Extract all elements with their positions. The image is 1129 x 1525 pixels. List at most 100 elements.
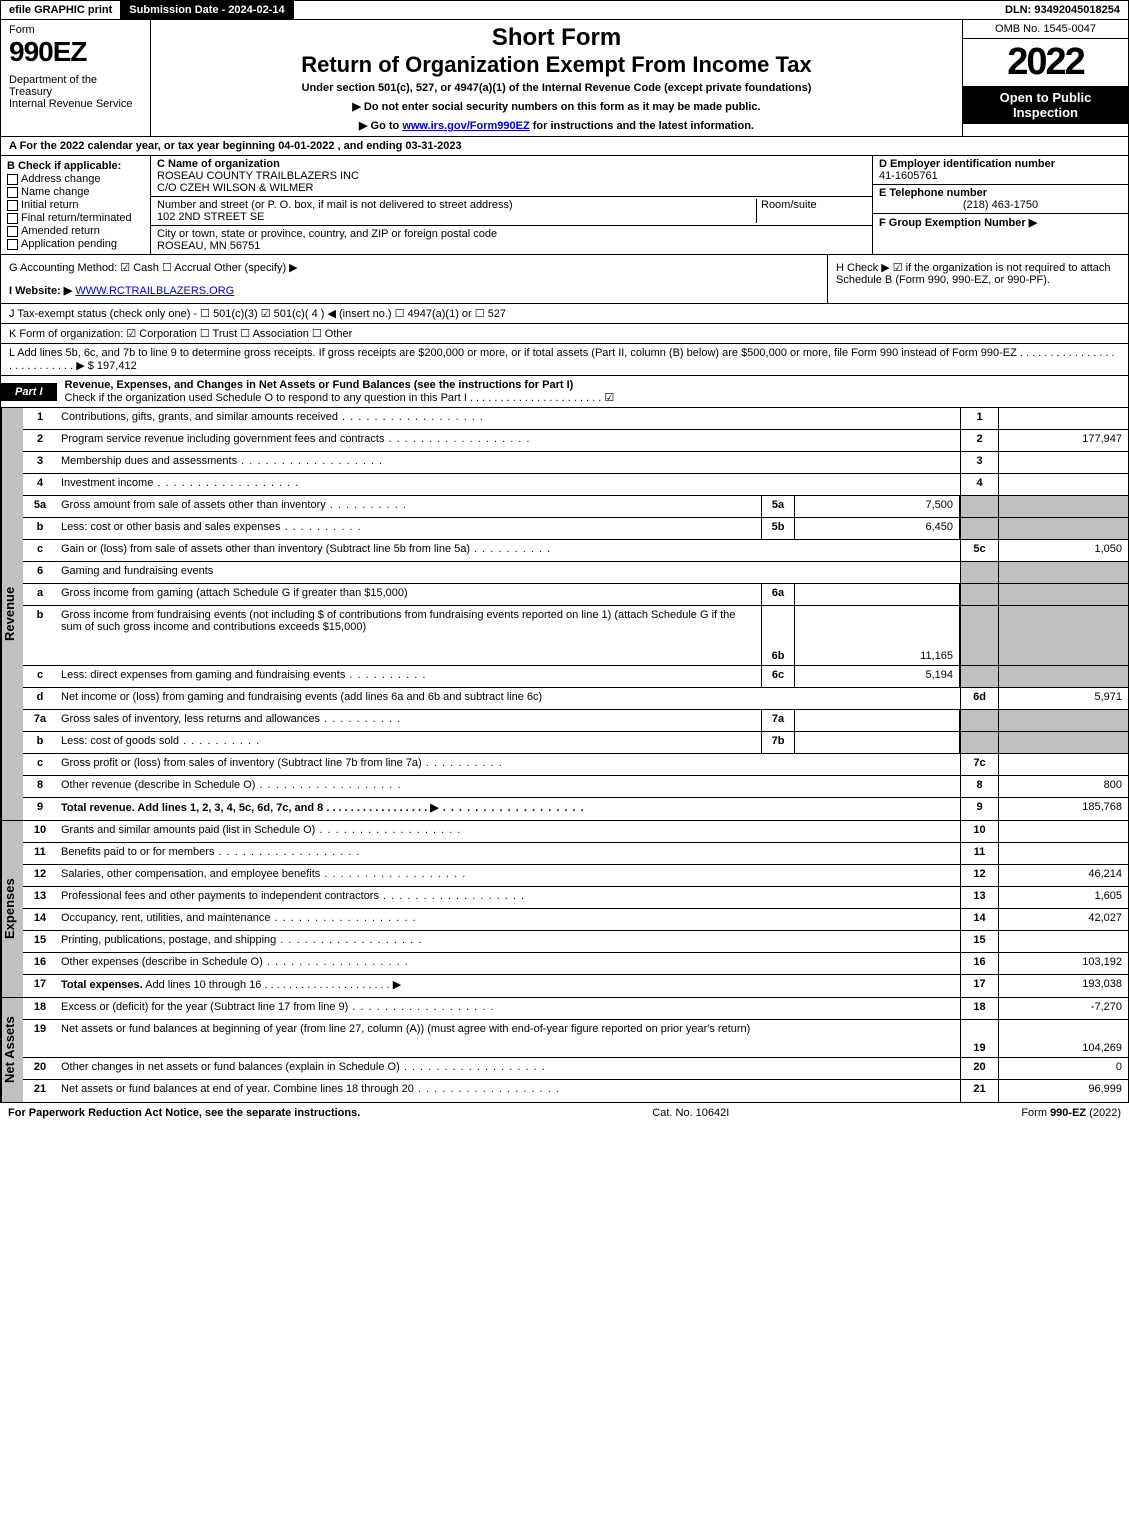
street-label: Number and street (or P. O. box, if mail… — [157, 199, 513, 211]
cb-name-change[interactable]: Name change — [7, 186, 144, 198]
line-3: 3 Membership dues and assessments 3 — [23, 452, 1128, 474]
title-main: Return of Organization Exempt From Incom… — [159, 52, 954, 78]
part1-header: Part I Revenue, Expenses, and Changes in… — [0, 376, 1129, 408]
cb-final-return[interactable]: Final return/terminated — [7, 212, 144, 224]
part1-title: Revenue, Expenses, and Changes in Net As… — [57, 376, 1128, 407]
line-h: H Check ▶ ☑ if the organization is not r… — [828, 255, 1128, 303]
line-4: 4 Investment income 4 — [23, 474, 1128, 496]
org-careof: C/O CZEH WILSON & WILMER — [157, 182, 866, 194]
line-6c: c Less: direct expenses from gaming and … — [23, 666, 1128, 688]
ein-row: D Employer identification number 41-1605… — [873, 156, 1128, 185]
revenue-side-label: Revenue — [1, 408, 23, 820]
top-bar: efile GRAPHIC print Submission Date - 20… — [0, 0, 1129, 20]
line-7c: c Gross profit or (loss) from sales of i… — [23, 754, 1128, 776]
line-j: J Tax-exempt status (check only one) - ☐… — [0, 304, 1129, 324]
open-public: Open to Public Inspection — [963, 86, 1128, 124]
line-i: I Website: ▶ WWW.RCTRAILBLAZERS.ORG — [9, 284, 819, 297]
cb-initial-return[interactable]: Initial return — [7, 199, 144, 211]
submission-date: Submission Date - 2024-02-14 — [121, 1, 293, 19]
section-c: C Name of organization ROSEAU COUNTY TRA… — [151, 156, 873, 254]
line-5a: 5a Gross amount from sale of assets othe… — [23, 496, 1128, 518]
cb-address-change[interactable]: Address change — [7, 173, 144, 185]
cb-amended-return[interactable]: Amended return — [7, 225, 144, 237]
line-6d: d Net income or (loss) from gaming and f… — [23, 688, 1128, 710]
line-13: 13 Professional fees and other payments … — [23, 887, 1128, 909]
netassets-table: Net Assets 18 Excess or (deficit) for th… — [0, 998, 1129, 1103]
line-19: 19 Net assets or fund balances at beginn… — [23, 1020, 1128, 1058]
footer-left: For Paperwork Reduction Act Notice, see … — [8, 1107, 360, 1119]
room-suite-label: Room/suite — [756, 199, 866, 223]
line-7b: b Less: cost of goods sold 7b — [23, 732, 1128, 754]
street-row: Number and street (or P. O. box, if mail… — [151, 197, 872, 226]
line-5b: b Less: cost or other basis and sales ex… — [23, 518, 1128, 540]
dln-label: DLN: 93492045018254 — [997, 1, 1128, 19]
header-center: Short Form Return of Organization Exempt… — [151, 20, 963, 136]
goto-line: ▶ Go to www.irs.gov/Form990EZ for instru… — [159, 119, 954, 132]
footer-right: Form 990-EZ (2022) — [1021, 1107, 1121, 1119]
form-word: Form — [9, 24, 142, 36]
line-9: 9 Total revenue. Add lines 1, 2, 3, 4, 5… — [23, 798, 1128, 820]
revenue-table: Revenue 1 Contributions, gifts, grants, … — [0, 408, 1129, 821]
line-a: A For the 2022 calendar year, or tax yea… — [0, 137, 1129, 156]
line-14: 14 Occupancy, rent, utilities, and maint… — [23, 909, 1128, 931]
block-gh: G Accounting Method: ☑ Cash ☐ Accrual Ot… — [0, 255, 1129, 304]
dept-label: Department of the Treasury Internal Reve… — [9, 74, 142, 110]
line-18: 18 Excess or (deficit) for the year (Sub… — [23, 998, 1128, 1020]
omb-number: OMB No. 1545-0047 — [963, 20, 1128, 39]
ein-label: D Employer identification number — [879, 158, 1122, 170]
header-right: OMB No. 1545-0047 2022 Open to Public In… — [963, 20, 1128, 136]
line-11: 11 Benefits paid to or for members 11 — [23, 843, 1128, 865]
city-label: City or town, state or province, country… — [157, 228, 497, 240]
part1-check: Check if the organization used Schedule … — [65, 392, 615, 404]
form-header: Form 990EZ Department of the Treasury In… — [0, 20, 1129, 137]
phone-row: E Telephone number (218) 463-1750 — [873, 185, 1128, 214]
line-k: K Form of organization: ☑ Corporation ☐ … — [0, 324, 1129, 344]
city-row: City or town, state or province, country… — [151, 226, 872, 254]
footer-mid: Cat. No. 10642I — [360, 1107, 1021, 1119]
line-7a: 7a Gross sales of inventory, less return… — [23, 710, 1128, 732]
form-number: 990EZ — [9, 36, 142, 68]
ein-value: 41-1605761 — [879, 170, 1122, 182]
line-g: G Accounting Method: ☑ Cash ☐ Accrual Ot… — [9, 261, 819, 274]
line-12: 12 Salaries, other compensation, and emp… — [23, 865, 1128, 887]
website-link[interactable]: WWW.RCTRAILBLAZERS.ORG — [75, 285, 234, 297]
website-label: I Website: ▶ — [9, 285, 72, 297]
efile-label[interactable]: efile GRAPHIC print — [1, 1, 121, 19]
page-footer: For Paperwork Reduction Act Notice, see … — [0, 1103, 1129, 1123]
line-l: L Add lines 5b, 6c, and 7b to line 9 to … — [0, 344, 1129, 376]
phone-label: E Telephone number — [879, 187, 1122, 199]
line-20: 20 Other changes in net assets or fund b… — [23, 1058, 1128, 1080]
expenses-table: Expenses 10 Grants and similar amounts p… — [0, 821, 1129, 998]
line-21: 21 Net assets or fund balances at end of… — [23, 1080, 1128, 1102]
section-b-label: B Check if applicable: — [7, 160, 144, 172]
expenses-side-label: Expenses — [1, 821, 23, 997]
line-17: 17 Total expenses. Add lines 10 through … — [23, 975, 1128, 997]
city-value: ROSEAU, MN 56751 — [157, 240, 497, 252]
tax-year: 2022 — [963, 39, 1128, 86]
part1-tab: Part I — [1, 383, 57, 401]
line-6a: a Gross income from gaming (attach Sched… — [23, 584, 1128, 606]
org-name: ROSEAU COUNTY TRAILBLAZERS INC — [157, 170, 866, 182]
line-15: 15 Printing, publications, postage, and … — [23, 931, 1128, 953]
line-1: 1 Contributions, gifts, grants, and simi… — [23, 408, 1128, 430]
warning-line: ▶ Do not enter social security numbers o… — [159, 100, 954, 113]
group-exemption-row: F Group Exemption Number ▶ — [873, 214, 1128, 231]
line-6: 6 Gaming and fundraising events — [23, 562, 1128, 584]
block-bcdef: B Check if applicable: Address change Na… — [0, 156, 1129, 255]
header-left: Form 990EZ Department of the Treasury In… — [1, 20, 151, 136]
line-2: 2 Program service revenue including gove… — [23, 430, 1128, 452]
title-short: Short Form — [159, 24, 954, 52]
section-def: D Employer identification number 41-1605… — [873, 156, 1128, 254]
line-8: 8 Other revenue (describe in Schedule O)… — [23, 776, 1128, 798]
line-6b: b Gross income from fundraising events (… — [23, 606, 1128, 666]
gh-left: G Accounting Method: ☑ Cash ☐ Accrual Ot… — [1, 255, 828, 303]
goto-link[interactable]: www.irs.gov/Form990EZ — [402, 120, 529, 132]
section-b: B Check if applicable: Address change Na… — [1, 156, 151, 254]
group-exemption-label: F Group Exemption Number ▶ — [879, 217, 1037, 229]
line-16: 16 Other expenses (describe in Schedule … — [23, 953, 1128, 975]
org-name-row: C Name of organization ROSEAU COUNTY TRA… — [151, 156, 872, 197]
street-value: 102 2ND STREET SE — [157, 211, 756, 223]
line-5c: c Gain or (loss) from sale of assets oth… — [23, 540, 1128, 562]
subtitle: Under section 501(c), 527, or 4947(a)(1)… — [159, 82, 954, 94]
cb-application-pending[interactable]: Application pending — [7, 238, 144, 250]
